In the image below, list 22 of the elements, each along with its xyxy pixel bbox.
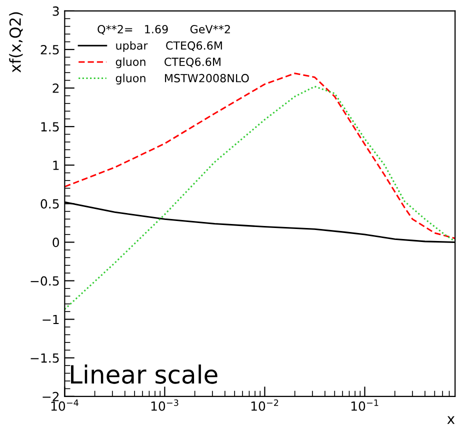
x-axis-title: x (447, 416, 455, 424)
annotation: Linear scale (71, 364, 218, 384)
y-axis-title: xf(x,Q2) (9, 12, 23, 72)
x-tick-label: 10$^{−2}$ (251, 399, 278, 411)
y-tick-label: −1.5 (30, 353, 59, 363)
legend-label: gluon MSTW2008NLO (116, 74, 249, 84)
y-tick-label: −1 (42, 314, 59, 324)
y-tick-label: 1.5 (41, 122, 59, 132)
y-tick-label: −2 (42, 392, 59, 402)
legend-label: upbar CTEQ6.6M (116, 41, 222, 52)
y-tick-label: 2 (52, 84, 59, 93)
y-tick-label: 1 (53, 160, 59, 170)
x-tick-label: 10$^{−1}$ (351, 400, 378, 411)
x-tick-label: 10$^{−4}$ (51, 400, 78, 411)
y-tick-label: 2.5 (40, 44, 59, 54)
legend-title: Q**2= 1.69 GeV**2 (98, 25, 230, 35)
y-tick-label: 0.5 (40, 199, 59, 209)
y-tick-label: −0.5 (30, 276, 59, 286)
x-tick-label: 10$^{−3}$ (151, 399, 178, 411)
y-tick-label: 3 (52, 6, 59, 16)
legend-label: gluon CTEQ6.6M (116, 57, 220, 68)
y-tick-label: 0 (52, 238, 59, 248)
